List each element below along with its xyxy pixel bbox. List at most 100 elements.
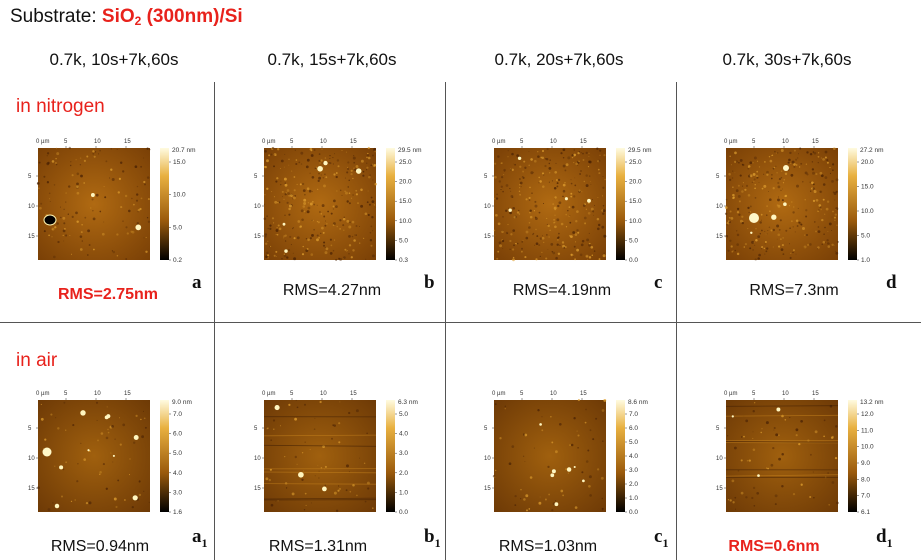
colorbar-max-label: 20.7 nm [172, 147, 196, 154]
panel-letter: c [654, 272, 663, 293]
colorbar-tick-label: 2.0 [399, 470, 408, 477]
panel-letter: b [424, 272, 435, 293]
colorbar-tick-label: 11.0 [861, 427, 874, 434]
colorbar-tick-label: 0.0 [399, 509, 408, 516]
y-tick-label: 5 [484, 426, 488, 432]
y-tick-label: 15 [254, 486, 261, 492]
x-tick-label: 10 [320, 139, 327, 145]
y-tick-label: 5 [254, 174, 258, 180]
colorbar-tick-label: 1.0 [399, 489, 408, 496]
y-tick-label: 10 [484, 204, 491, 210]
afm-image: 0 µm 5 10 15 5 10 15 6.3 nm 5.0 4.0 3.0 2.0 1.0 0.0 [254, 391, 418, 516]
colorbar-tick-label: 4.0 [629, 453, 638, 460]
x-tick-label: 10 [94, 139, 101, 145]
y-tick-label: 5 [716, 174, 720, 180]
y-tick-label: 15 [484, 486, 491, 492]
rms-value: RMS=2.75nm [57, 286, 159, 303]
colorbar-tick-label: 5.0 [173, 450, 182, 457]
substrate-title: Substrate: SiO2 (300nm)/Si [10, 6, 243, 28]
colorbar-tick-label: 4.0 [173, 470, 182, 477]
x-tick-label: 15 [812, 139, 819, 145]
row-divider [0, 322, 921, 323]
afm-image: 0 µm 5 10 15 5 10 15 8.6 nm 7.0 6.0 5.0 4.0 3.0 2.0 1.… [484, 391, 648, 516]
colorbar-max-label: 29.5 nm [398, 147, 422, 154]
colorbar-max-label: 13.2 nm [860, 399, 884, 406]
colorbar-tick-label: 7.0 [861, 493, 870, 500]
x-tick-label: 15 [580, 391, 587, 397]
afm-panel: 0 µm 5 10 15 5 10 15 27.2 nm 20.0 15.0 10.0 5.0 1.0 [706, 130, 906, 270]
colorbar-max-label: 27.2 nm [860, 147, 884, 154]
colorbar-tick-label: 5.0 [629, 237, 638, 244]
colorbar-tick-label: 15.0 [173, 159, 186, 166]
panel-letter: a [192, 272, 202, 293]
afm-image: 0 µm 5 10 15 5 10 15 13.2 nm 12.0 11.0 10.0 9.0 8.0 7… [716, 391, 884, 516]
panel-letter: d1 [876, 526, 893, 550]
x-tick-label: 5 [64, 139, 68, 145]
column-header-1: 0.7k, 10s+7k,60s [49, 50, 179, 69]
panel-letter: a1 [192, 526, 208, 550]
colorbar-tick-label: 0.0 [629, 257, 638, 264]
colorbar-max-label: 8.6 nm [628, 399, 648, 406]
colorbar-tick-label: 25.0 [399, 159, 412, 166]
rms-value: RMS=4.19nm [512, 282, 612, 299]
colorbar-max-label: 9.0 nm [172, 399, 192, 406]
colorbar-tick-label: 6.0 [629, 425, 638, 432]
colorbar-tick-label: 1.6 [173, 509, 182, 516]
column-header-3: 0.7k, 20s+7k,60s [494, 50, 624, 69]
rms-value: RMS=7.3nm [749, 282, 839, 299]
colorbar-tick-label: 20.0 [861, 159, 874, 166]
colorbar-tick-label: 8.0 [861, 476, 870, 483]
panel-letter: d [886, 272, 897, 293]
y-tick-label: 15 [716, 234, 723, 240]
y-tick-label: 15 [28, 486, 35, 492]
y-tick-label: 10 [254, 456, 261, 462]
colorbar-tick-label: 0.0 [629, 509, 638, 516]
colorbar-tick-label: 7.0 [173, 411, 182, 418]
colorbar-max-label: 6.3 nm [398, 399, 418, 406]
colorbar-tick-label: 0.2 [173, 257, 182, 264]
colorbar-tick-label: 15.0 [629, 198, 642, 205]
afm-image: 0 µm 5 10 15 5 10 15 9.0 nm 7.0 6.0 5.0 4.0 3.0 1.6 [28, 391, 192, 516]
afm-panel: 0 µm 5 10 15 5 10 15 20.7 nm 15.0 10.0 5.0 0.2 [18, 130, 218, 270]
x-tick-label: 5 [64, 391, 68, 397]
column-header-4: 0.7k, 30s+7k,60s [722, 50, 852, 69]
x-tick-label: 15 [350, 139, 357, 145]
colorbar-tick-label: 10.0 [173, 192, 186, 199]
column-divider [214, 82, 215, 560]
colorbar-tick-label: 12.0 [861, 411, 874, 418]
x-tick-label: 5 [752, 391, 756, 397]
colorbar-tick-label: 9.0 [861, 460, 870, 467]
y-tick-label: 10 [254, 204, 261, 210]
colorbar-tick-label: 15.0 [399, 198, 412, 205]
axis-unit-label: 0 µm [262, 391, 275, 397]
colorbar-tick-label: 6.1 [861, 509, 870, 516]
afm-panel: 0 µm 5 10 15 5 10 15 29.5 nm 25.0 20.0 15.0 10.0 5.0… [244, 130, 444, 270]
colorbar-tick-label: 4.0 [399, 431, 408, 438]
x-tick-label: 10 [782, 391, 789, 397]
y-tick-label: 10 [28, 204, 35, 210]
y-tick-label: 10 [28, 456, 35, 462]
colorbar-tick-label: 20.0 [629, 179, 642, 186]
x-tick-label: 10 [782, 139, 789, 145]
rms-value: RMS=1.03nm [498, 538, 598, 555]
y-tick-label: 10 [716, 456, 723, 462]
x-tick-label: 5 [290, 139, 294, 145]
axis-unit-label: 0 µm [36, 391, 49, 397]
afm-panel: 0 µm 5 10 15 5 10 15 8.6 nm 7.0 6.0 5.0 4.0 3.0 2.0 1.… [474, 382, 674, 522]
y-tick-label: 5 [28, 426, 32, 432]
x-tick-label: 15 [124, 139, 131, 145]
afm-panel: 0 µm 5 10 15 5 10 15 9.0 nm 7.0 6.0 5.0 4.0 3.0 1.6 [18, 382, 218, 522]
panel-letter: c1 [654, 526, 669, 550]
x-tick-label: 5 [520, 139, 524, 145]
y-tick-label: 15 [28, 234, 35, 240]
y-tick-label: 15 [716, 486, 723, 492]
x-tick-label: 5 [290, 391, 294, 397]
y-tick-label: 10 [716, 204, 723, 210]
colorbar-tick-label: 3.0 [629, 467, 638, 474]
x-tick-label: 10 [550, 139, 557, 145]
colorbar-tick-label: 5.0 [629, 439, 638, 446]
colorbar-tick-label: 10.0 [861, 444, 874, 451]
colorbar-tick-label: 10.0 [861, 208, 874, 215]
colorbar-tick-label: 5.0 [399, 411, 408, 418]
colorbar-tick-label: 5.0 [173, 224, 182, 231]
